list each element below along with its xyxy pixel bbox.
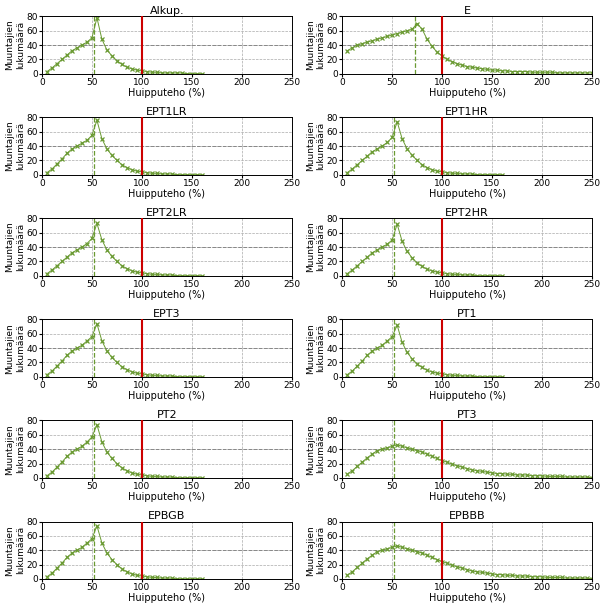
X-axis label: Huipputeho (%): Huipputeho (%)	[428, 392, 505, 401]
Title: PT3: PT3	[457, 410, 478, 420]
X-axis label: Huipputeho (%): Huipputeho (%)	[428, 493, 505, 502]
X-axis label: Huipputeho (%): Huipputeho (%)	[128, 593, 205, 604]
Title: EPT2HR: EPT2HR	[445, 208, 489, 217]
Y-axis label: Muuntajien
lukumäärä: Muuntajien lukumäärä	[306, 525, 325, 576]
Y-axis label: Muuntajien
lukumäärä: Muuntajien lukumäärä	[306, 323, 325, 373]
X-axis label: Huipputeho (%): Huipputeho (%)	[128, 189, 205, 199]
Title: Alkup.: Alkup.	[150, 5, 184, 16]
Y-axis label: Muuntajien
lukumäärä: Muuntajien lukumäärä	[5, 525, 25, 576]
X-axis label: Huipputeho (%): Huipputeho (%)	[428, 593, 505, 604]
Y-axis label: Muuntajien
lukumäärä: Muuntajien lukumäärä	[306, 19, 325, 71]
X-axis label: Huipputeho (%): Huipputeho (%)	[428, 189, 505, 199]
Title: EPT1LR: EPT1LR	[146, 107, 188, 116]
Title: EPT1HR: EPT1HR	[445, 107, 489, 116]
X-axis label: Huipputeho (%): Huipputeho (%)	[128, 392, 205, 401]
X-axis label: Huipputeho (%): Huipputeho (%)	[128, 290, 205, 300]
Title: EPBGB: EPBGB	[148, 511, 185, 521]
X-axis label: Huipputeho (%): Huipputeho (%)	[428, 290, 505, 300]
Y-axis label: Muuntajien
lukumäärä: Muuntajien lukumäärä	[5, 323, 25, 373]
X-axis label: Huipputeho (%): Huipputeho (%)	[128, 493, 205, 502]
Y-axis label: Muuntajien
lukumäärä: Muuntajien lukumäärä	[306, 121, 325, 171]
Y-axis label: Muuntajien
lukumäärä: Muuntajien lukumäärä	[5, 424, 25, 474]
Title: EPT3: EPT3	[153, 309, 181, 319]
Title: EPBBB: EPBBB	[449, 511, 485, 521]
X-axis label: Huipputeho (%): Huipputeho (%)	[428, 88, 505, 98]
Title: PT1: PT1	[457, 309, 478, 319]
Y-axis label: Muuntajien
lukumäärä: Muuntajien lukumäärä	[306, 424, 325, 474]
Title: E: E	[464, 5, 470, 16]
Y-axis label: Muuntajien
lukumäärä: Muuntajien lukumäärä	[5, 222, 25, 272]
Y-axis label: Muuntajien
lukumäärä: Muuntajien lukumäärä	[5, 19, 25, 71]
Title: PT2: PT2	[156, 410, 177, 420]
Y-axis label: Muuntajien
lukumäärä: Muuntajien lukumäärä	[306, 222, 325, 272]
Title: EPT2LR: EPT2LR	[146, 208, 188, 217]
X-axis label: Huipputeho (%): Huipputeho (%)	[128, 88, 205, 98]
Y-axis label: Muuntajien
lukumäärä: Muuntajien lukumäärä	[5, 121, 25, 171]
